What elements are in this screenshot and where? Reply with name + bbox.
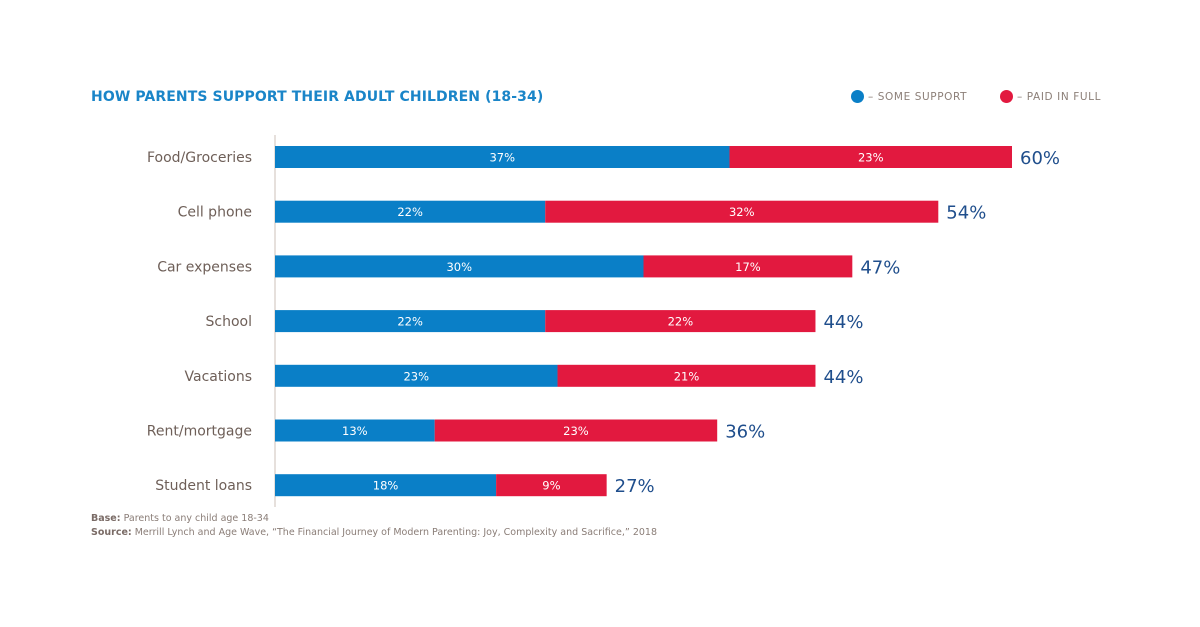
legend-label: – PAID IN FULL: [1017, 90, 1102, 103]
category-label: Rent/mortgage: [147, 424, 252, 440]
bar-segment-paid-in-full: [729, 146, 1012, 168]
bar-segment-some-support: [275, 364, 558, 387]
bar-segment-paid-in-full: [496, 474, 607, 497]
legend-label: – SOME SUPPORT: [868, 90, 968, 103]
bar-value-label: 22%: [397, 205, 423, 219]
bar-value-label: 32%: [729, 205, 755, 219]
legend-dot-blue-icon: [851, 90, 864, 103]
bar-value-label: 23%: [403, 369, 429, 383]
legend-item-paid-in-full: – PAID IN FULL: [1000, 90, 1101, 103]
chart-title: HOW PARENTS SUPPORT THEIR ADULT CHILDREN…: [91, 89, 544, 105]
bar-value-label: 23%: [563, 424, 589, 438]
total-value-label: 27%: [615, 476, 655, 497]
bar-segment-some-support: [275, 146, 730, 168]
bar-segment-paid-in-full: [557, 364, 816, 387]
bar-value-label: 18%: [373, 479, 399, 493]
bar-segment-paid-in-full: [643, 255, 853, 278]
bar-value-label: 30%: [446, 260, 472, 274]
bar-value-label: 13%: [342, 424, 368, 438]
category-label: Food/Groceries: [147, 150, 252, 166]
bar-segment-some-support: [275, 310, 546, 333]
category-label: Cell phone: [178, 205, 252, 221]
category-label: Vacations: [185, 369, 252, 385]
legend-dot-red-icon: [1000, 90, 1013, 103]
bar-segment-paid-in-full: [545, 200, 939, 223]
bar-value-label: 22%: [668, 315, 694, 329]
total-value-label: 60%: [1020, 148, 1060, 169]
bar-value-label: 9%: [542, 479, 560, 493]
bar-segment-some-support: [275, 419, 435, 442]
legend-item-some-support: – SOME SUPPORT: [851, 90, 967, 103]
category-label: Car expenses: [157, 259, 252, 275]
base-text: Parents to any child age 18-34: [120, 513, 269, 524]
total-value-label: 44%: [823, 312, 863, 333]
bar-segment-some-support: [275, 474, 497, 497]
category-label: School: [206, 314, 252, 330]
bar-value-label: 37%: [489, 151, 515, 165]
footnote-source: Source: Merrill Lynch and Age Wave, “The…: [91, 527, 657, 538]
source-text: Merrill Lynch and Age Wave, “The Financi…: [131, 527, 658, 538]
bar-segment-paid-in-full: [434, 419, 718, 442]
total-value-label: 54%: [946, 203, 986, 224]
bar-segment-some-support: [275, 255, 644, 278]
total-value-label: 44%: [823, 367, 863, 388]
source-label: Source:: [91, 527, 132, 538]
base-label: Base:: [91, 513, 121, 524]
footnote-base: Base: Parents to any child age 18-34: [91, 513, 269, 524]
bar-value-label: 21%: [674, 369, 700, 383]
bar-segment-some-support: [275, 200, 546, 223]
bar-value-label: 22%: [397, 315, 423, 329]
total-value-label: 36%: [725, 422, 765, 443]
bar-value-label: 23%: [858, 151, 884, 165]
total-value-label: 47%: [860, 257, 900, 278]
bar-value-label: 17%: [735, 260, 761, 274]
category-label: Student loans: [155, 478, 252, 494]
bar-segment-paid-in-full: [545, 310, 816, 333]
